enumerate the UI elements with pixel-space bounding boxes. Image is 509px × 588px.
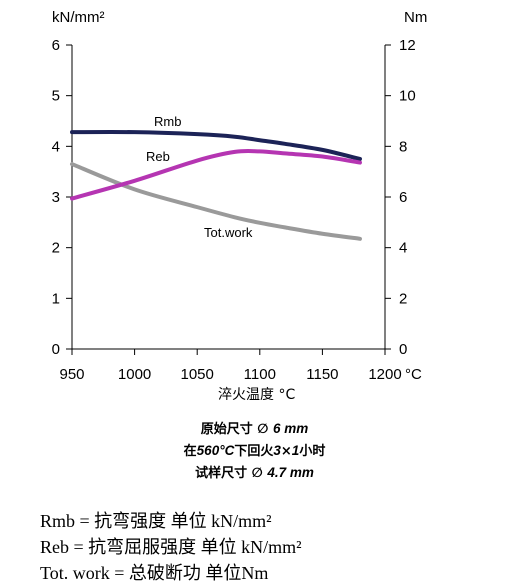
left-tick-label: 5 [52,88,60,105]
series-labels: Rmb Reb Tot.work [146,114,253,240]
right-tick-label: 6 [399,189,407,206]
x-tick-label: 1200 [368,366,401,383]
right-tick-label: 4 [399,240,407,257]
original-size-value: 6 mm [272,421,309,436]
x-tick-label: 950 [59,366,84,383]
tempering-hours: 1 [291,443,300,458]
definition-rmb: Rmb = 抗弯强度 单位 kN/mm² [40,511,272,531]
test-conditions: 原始尺寸 ∅ 6 mm 在560°C下回火3×1小时 试样尺寸 ∅ 4.7 mm [0,418,509,484]
original-size-label: 原始尺寸 ∅ [200,422,273,437]
right-axis-unit: Nm [404,9,427,26]
series-label-reb: Reb [146,149,170,164]
x-axis-ticks: 950 1000 1050 1100 1150 1200 [59,349,402,383]
x-tick-label: 1150 [306,366,338,383]
tempering-text-b: 下回火 [234,444,274,459]
series-lines [70,130,362,241]
original-size-line: 原始尺寸 ∅ 6 mm [0,418,509,440]
right-axis-ticks: 0 2 4 6 8 10 12 [385,37,416,358]
x-axis-title: 淬火温度 °C [218,387,295,400]
series-label-tot-work: Tot.work [204,225,253,240]
x-tick-label: 1050 [181,366,214,383]
specimen-size-value: 4.7 mm [267,465,314,480]
tempering-temperature: 560°C [196,443,235,458]
series-line-tot-work [70,162,362,241]
x-tick-label: 1100 [244,366,276,383]
right-tick-label: 10 [399,88,416,105]
right-tick-label: 0 [399,341,407,358]
left-tick-label: 1 [52,290,60,307]
x-tick-label: 1000 [118,366,151,383]
series-label-rmb: Rmb [154,114,181,129]
left-axis-ticks: 0 1 2 3 4 5 6 [52,37,72,358]
series-line-rmb [70,130,362,161]
specimen-size-line: 试样尺寸 ∅ 4.7 mm [0,462,509,484]
specimen-size-label: 试样尺寸 ∅ [195,466,268,481]
tempering-count: 3 [273,443,281,458]
left-tick-label: 0 [52,341,60,358]
right-tick-label: 12 [399,37,416,54]
right-tick-label: 8 [399,138,407,155]
x-axis-unit: °C [405,366,422,383]
definitions: Rmb = 抗弯强度 单位 kN/mm² Reb = 抗弯屈服强度 单位 kN/… [40,508,302,586]
tempering-text-c: 小时 [299,444,326,459]
tempering-times: × [280,444,292,459]
definition-tot-work: Tot. work = 总破断功 单位Nm [40,563,269,583]
right-tick-label: 2 [399,290,407,307]
left-axis-unit: kN/mm² [52,9,105,26]
left-tick-label: 2 [52,240,60,257]
left-tick-label: 6 [52,37,60,54]
tempering-line: 在560°C下回火3×1小时 [0,440,509,462]
definition-reb: Reb = 抗弯屈服强度 单位 kN/mm² [40,537,302,557]
left-tick-label: 4 [52,138,60,155]
left-tick-label: 3 [52,189,60,206]
tempering-text-a: 在 [183,444,197,459]
series-line-reb [70,148,362,201]
plot-area [72,45,385,349]
